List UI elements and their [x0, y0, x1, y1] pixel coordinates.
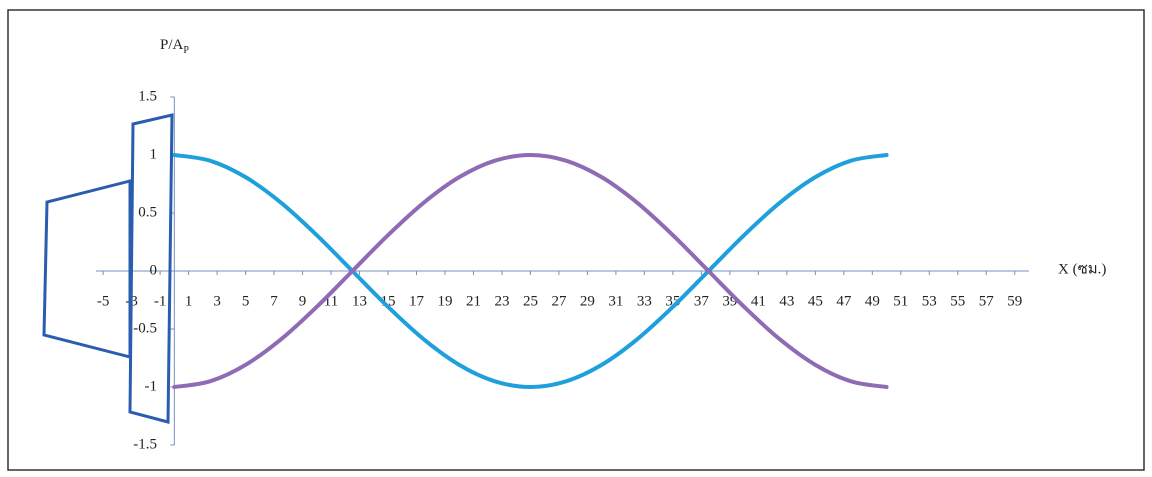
y-tick-label: 0 — [150, 262, 158, 278]
x-tick-label: 43 — [779, 293, 794, 309]
x-tick-label: 17 — [409, 293, 425, 309]
x-tick-label: 45 — [808, 293, 823, 309]
x-tick-label: 23 — [494, 293, 509, 309]
y-tick-label: 1 — [150, 146, 158, 162]
speaker-front — [128, 113, 174, 424]
x-tick-label: 41 — [751, 293, 766, 309]
y-tick-label: 1.5 — [138, 88, 157, 104]
x-axis-label: X (ซม.) — [1058, 261, 1106, 277]
line-series — [172, 152, 889, 389]
x-tick-label: 19 — [437, 293, 452, 309]
y-tick-label: -1 — [145, 378, 158, 394]
x-tick-label: 55 — [950, 293, 965, 309]
x-tick-label: 7 — [270, 293, 278, 309]
x-tick-label: 27 — [551, 293, 567, 309]
x-tick-label: 21 — [466, 293, 481, 309]
x-tick-label: 31 — [608, 293, 623, 309]
y-tick-label: -1.5 — [133, 436, 157, 452]
frame — [7, 9, 1145, 471]
y-tick-label: -0.5 — [133, 320, 157, 336]
x-tick-label: 49 — [865, 293, 880, 309]
x-tick-label: 57 — [979, 293, 995, 309]
x-tick-label: 9 — [299, 293, 307, 309]
x-tick-label: 51 — [893, 293, 908, 309]
y-axis-label: P/AP — [160, 37, 189, 56]
x-tick-label: 5 — [242, 293, 250, 309]
x-tick-label: 47 — [836, 293, 852, 309]
x-tick-label: -1 — [154, 293, 167, 309]
x-tick-label: 33 — [637, 293, 652, 309]
line-series — [172, 153, 889, 390]
x-tick-label: 3 — [213, 293, 221, 309]
x-tick-label: 13 — [352, 293, 367, 309]
y-axis-label-main: P/A — [160, 37, 184, 53]
x-tick-label: 29 — [580, 293, 595, 309]
x-tick-label: 1 — [185, 293, 193, 309]
plot: -5 -3 -1 1 3 5 7 9 11 13 15 17 19 21 23 25 27 29 31 33 35 37 3… — [96, 88, 1029, 452]
y-axis-label-sub: P — [183, 45, 189, 56]
x-tick-label: 59 — [1007, 293, 1022, 309]
x-tick-label: -5 — [97, 293, 110, 309]
x-tick-label: 25 — [523, 293, 538, 309]
y-tick-label: 0.5 — [138, 204, 157, 220]
x-tick-label: 37 — [694, 293, 710, 309]
x-tick-label: 53 — [922, 293, 937, 309]
